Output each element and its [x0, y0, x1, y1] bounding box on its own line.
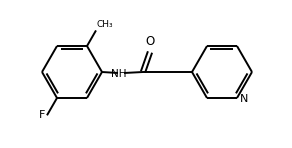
Text: CH₃: CH₃ — [97, 20, 114, 29]
Text: NH: NH — [111, 69, 127, 79]
Text: F: F — [39, 110, 45, 120]
Text: O: O — [145, 35, 155, 48]
Text: N: N — [240, 94, 248, 104]
